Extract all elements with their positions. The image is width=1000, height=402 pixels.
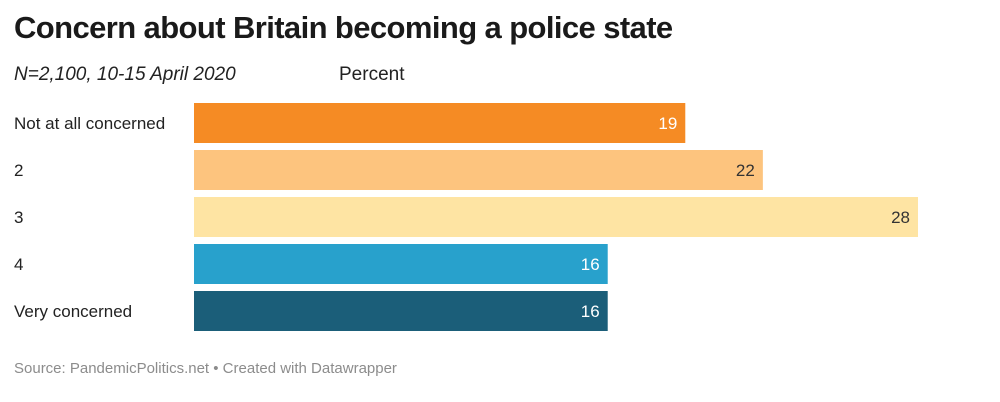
- value-label: 19: [658, 114, 677, 133]
- bar: [194, 197, 918, 237]
- bar: [194, 150, 763, 190]
- value-label: 16: [581, 302, 600, 321]
- value-label: 16: [581, 255, 600, 274]
- value-label: 22: [736, 161, 755, 180]
- category-label: Very concerned: [14, 302, 132, 321]
- category-label: Not at all concerned: [14, 114, 165, 133]
- bar: [194, 244, 608, 284]
- bar: [194, 291, 608, 331]
- bar: [194, 103, 686, 143]
- unit-label: Percent: [339, 64, 405, 85]
- chart-subtitle: N=2,100, 10-15 April 2020: [14, 64, 236, 85]
- category-label: 2: [14, 161, 23, 180]
- category-label: 3: [14, 208, 23, 227]
- value-label: 28: [891, 208, 910, 227]
- chart-title: Concern about Britain becoming a police …: [14, 10, 673, 45]
- category-label: 4: [14, 255, 23, 274]
- source-footer: Source: PandemicPolitics.net • Created w…: [14, 360, 397, 377]
